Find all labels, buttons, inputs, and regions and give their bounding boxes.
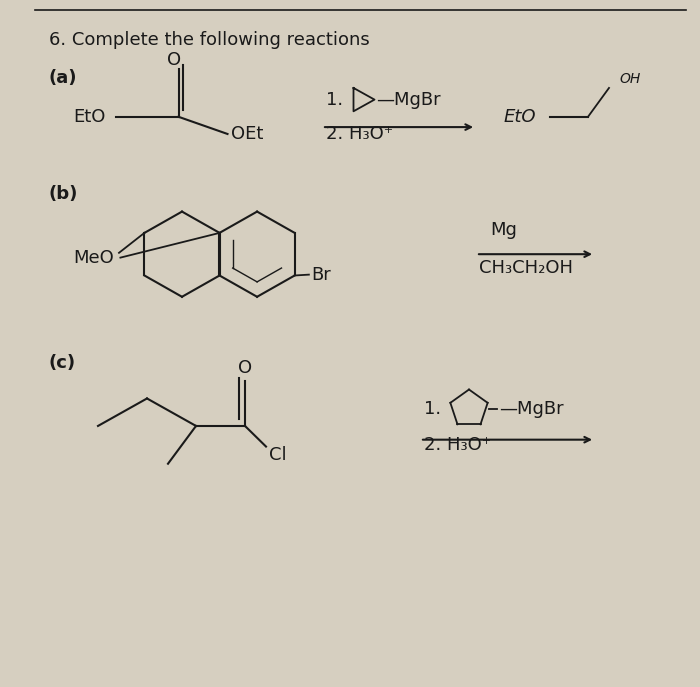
Text: Mg: Mg <box>490 221 517 239</box>
Text: 1.: 1. <box>424 400 440 418</box>
Text: 2. H₃O⁺: 2. H₃O⁺ <box>326 125 393 143</box>
Text: EtO: EtO <box>74 108 106 126</box>
Text: 6. Complete the following reactions: 6. Complete the following reactions <box>49 31 370 49</box>
Text: OEt: OEt <box>231 125 263 143</box>
Text: —MgBr: —MgBr <box>499 400 564 418</box>
Text: —MgBr: —MgBr <box>377 91 441 109</box>
Text: (c): (c) <box>49 354 76 372</box>
Text: (a): (a) <box>49 69 78 87</box>
Text: (b): (b) <box>49 185 78 203</box>
Text: OH: OH <box>620 72 640 86</box>
Text: O: O <box>167 52 181 69</box>
Text: Cl: Cl <box>270 446 287 464</box>
Text: CH₃CH₂OH: CH₃CH₂OH <box>480 259 573 277</box>
Text: MeO: MeO <box>74 249 114 267</box>
Text: O: O <box>238 359 252 376</box>
Text: Br: Br <box>311 267 330 284</box>
Text: EtO: EtO <box>504 108 536 126</box>
Text: 1.: 1. <box>326 91 342 109</box>
Text: 2. H₃O⁺: 2. H₃O⁺ <box>424 436 491 454</box>
